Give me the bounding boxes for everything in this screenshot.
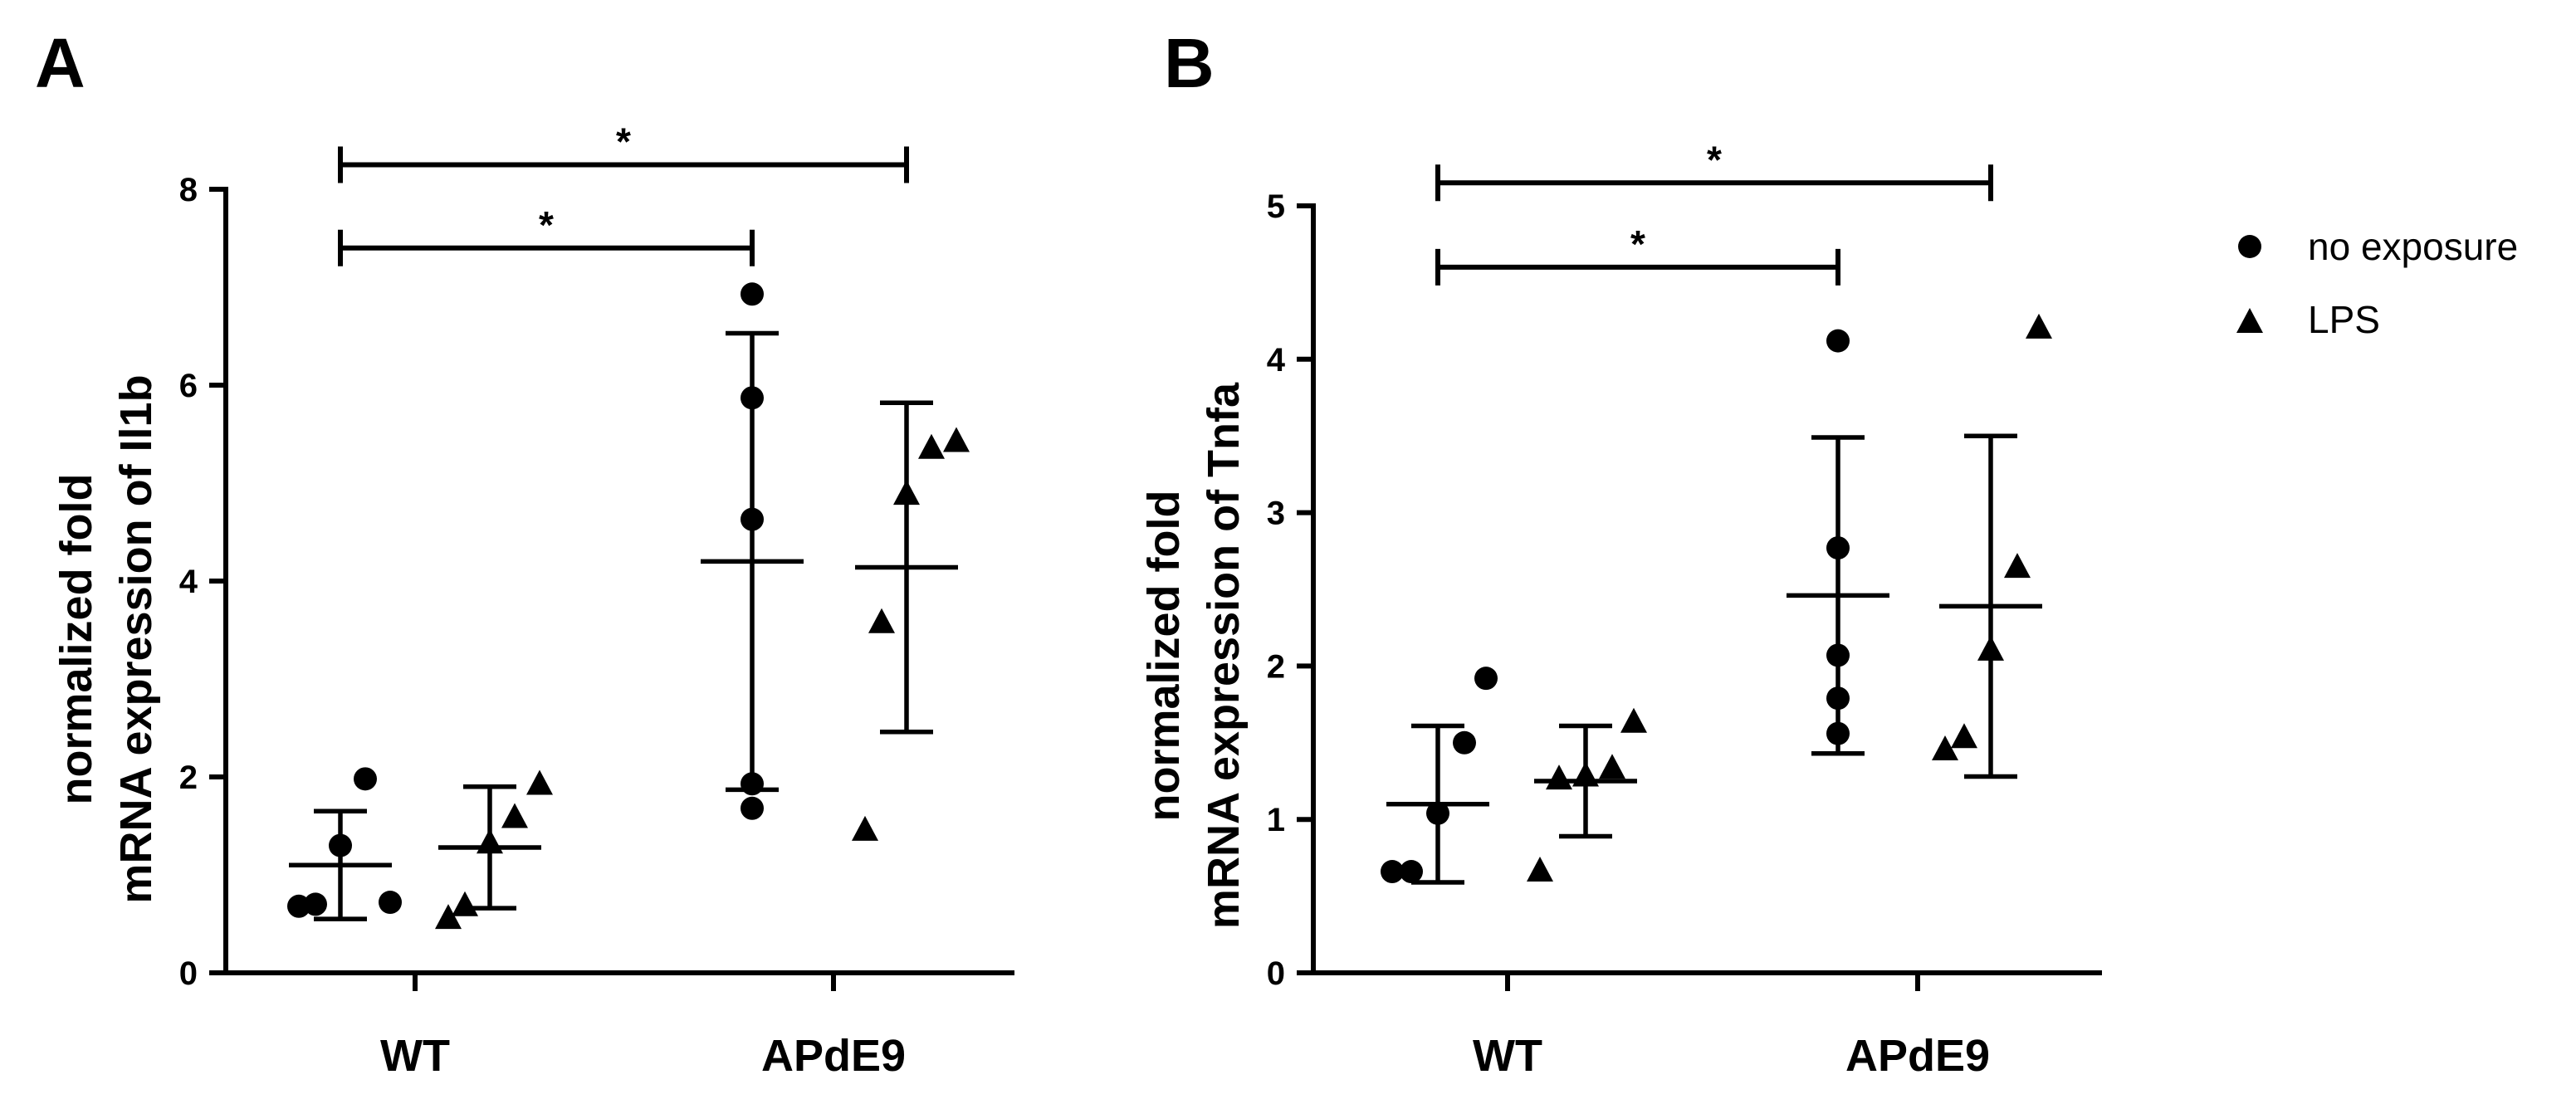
panel-b-significance-label: * <box>1630 222 1645 266</box>
panel-a-significance-label: * <box>539 203 554 247</box>
panel-b-y-tick-label: 4 <box>1267 342 1286 379</box>
panel-a-point-lps <box>526 769 553 795</box>
panel-a-y-tick-label: 2 <box>179 760 198 796</box>
panel-b-point-no-exposure <box>1826 329 1850 353</box>
panel-a-y-tick-label: 6 <box>179 368 198 404</box>
panel-a-significance-label: * <box>616 120 631 164</box>
panel-a-point-lps <box>852 815 878 841</box>
panel-a-point-no-exposure <box>741 796 764 820</box>
panel-a-point-no-exposure <box>304 892 327 916</box>
panel-b-point-no-exposure <box>1826 721 1850 745</box>
panel-b-letter: B <box>1164 24 1215 102</box>
panel-b-y-tick-label: 1 <box>1267 802 1285 838</box>
panel-a-point-lps <box>943 427 970 452</box>
panel-b-point-lps <box>2026 313 2052 339</box>
panel-b-y-tick-label: 5 <box>1267 188 1285 225</box>
panel-a-category-label: WT <box>380 1031 450 1081</box>
panel-a-letter: A <box>35 24 86 102</box>
panel-a-point-no-exposure <box>741 386 764 410</box>
panel-b-point-no-exposure <box>1426 801 1449 825</box>
panel-a-point-lps <box>477 828 503 854</box>
panel-a-y-tick-label: 4 <box>179 564 198 600</box>
panel-b-point-no-exposure <box>1453 730 1476 755</box>
panel-b-category-label: WT <box>1473 1031 1542 1081</box>
panel-a-point-no-exposure <box>741 772 764 796</box>
panel-b-point-no-exposure <box>1826 536 1850 560</box>
panel-b-point-lps <box>1599 754 1625 779</box>
panel-b-point-no-exposure <box>1474 667 1498 691</box>
panel-b-y-tick-label: 0 <box>1267 955 1285 992</box>
legend-marker-circle <box>2238 235 2261 258</box>
panel-a-point-lps <box>435 904 462 930</box>
panel-b-y-tick-label: 3 <box>1267 496 1285 532</box>
panel-a-y-axis-label: normalized fold <box>51 473 101 804</box>
legend-label: no exposure <box>2308 225 2518 268</box>
panel-b-point-no-exposure <box>1400 860 1423 884</box>
panel-b-point-no-exposure <box>1826 643 1850 667</box>
panel-b-point-lps <box>1572 761 1599 787</box>
legend-marker-triangle <box>2236 308 2263 333</box>
panel-a-y-tick-label: 0 <box>179 955 198 992</box>
panel-a-point-no-exposure <box>354 767 377 791</box>
panel-a-category-label: APdE9 <box>761 1031 906 1081</box>
panel-b-y-tick-label: 2 <box>1267 648 1285 685</box>
panel-b-point-lps <box>1546 764 1572 790</box>
panel-a-point-no-exposure <box>379 891 402 915</box>
panel-b-point-no-exposure <box>1381 860 1404 884</box>
panel-b-category-label: APdE9 <box>1845 1031 1990 1081</box>
panel-b-y-axis-label: normalized fold <box>1139 490 1189 821</box>
panel-a-point-lps <box>893 480 920 506</box>
panel-a-point-lps <box>501 803 528 828</box>
panel-a-point-lps <box>918 433 945 459</box>
panel-b-significance-label: * <box>1707 138 1722 181</box>
panel-a-y-tick-label: 8 <box>179 172 198 208</box>
panel-a-y-axis-label: mRNA expression of Il1b <box>111 374 161 903</box>
panel-a-point-lps <box>868 608 895 633</box>
panel-b-y-axis-label: mRNA expression of Tnfa <box>1199 382 1249 929</box>
panel-b-point-lps <box>1977 635 2004 661</box>
panel-a-point-no-exposure <box>741 507 764 531</box>
panel-b-point-lps <box>1951 723 1977 749</box>
panel-a-point-lps <box>452 891 478 916</box>
panel-b-point-lps <box>1620 707 1647 733</box>
panel-b-point-no-exposure <box>1826 686 1850 711</box>
panel-b-point-lps <box>1527 857 1553 882</box>
legend-label: LPS <box>2308 298 2380 341</box>
panel-a-point-no-exposure <box>329 833 352 857</box>
panel-a-point-no-exposure <box>741 282 764 306</box>
panel-b-point-lps <box>2004 553 2031 579</box>
panel-b-point-lps <box>1932 735 1958 761</box>
